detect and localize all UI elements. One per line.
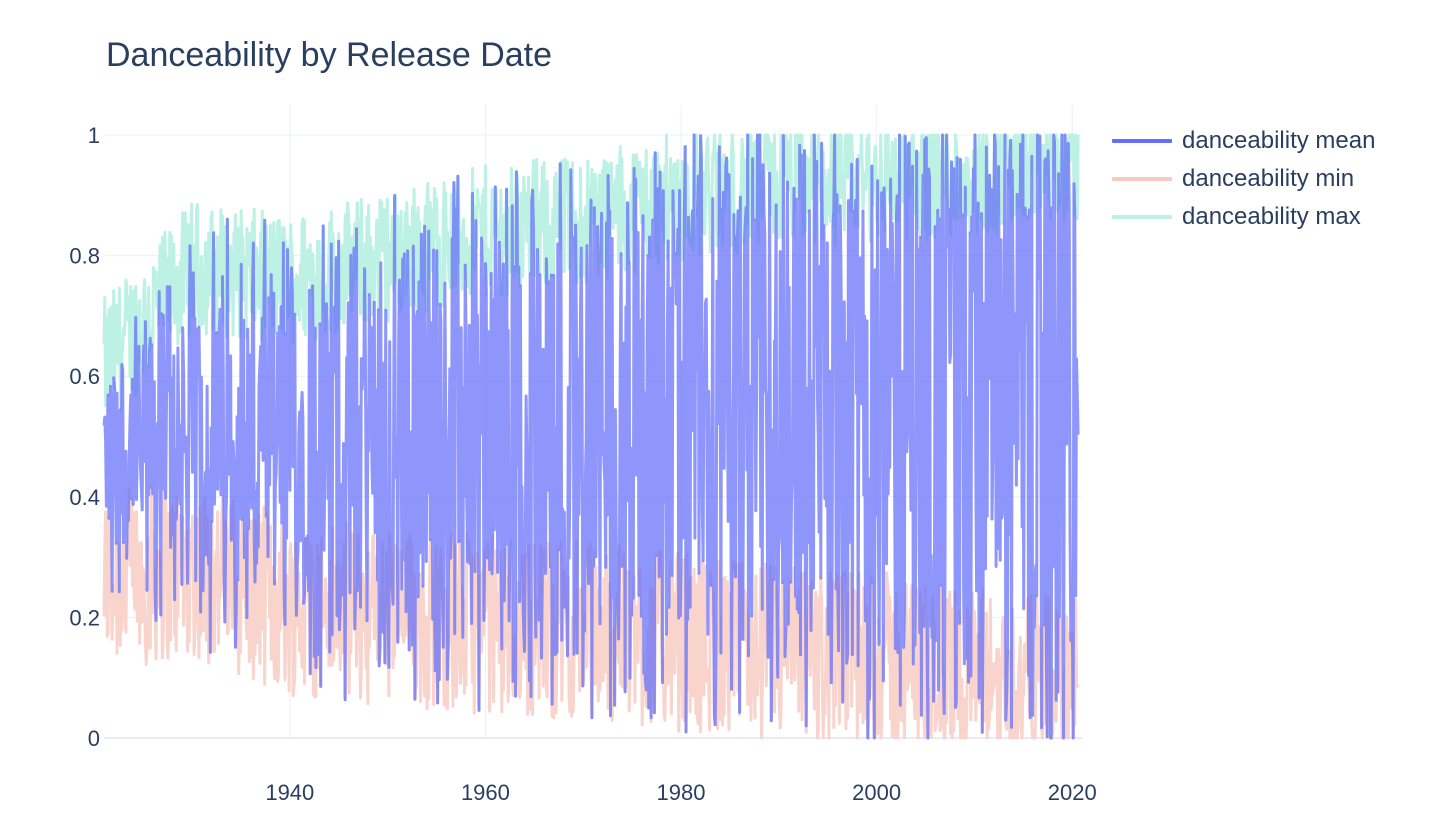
legend-swatch-min bbox=[1112, 177, 1172, 181]
y-tick-label: 0 bbox=[88, 726, 100, 751]
legend-item-mean[interactable]: danceability mean bbox=[1112, 122, 1375, 160]
legend-swatch-mean bbox=[1112, 139, 1172, 143]
y-axis-ticks: 0 0.2 0.4 0.6 0.8 1 bbox=[69, 123, 100, 751]
series-line-danceability-mean bbox=[102, 133, 1080, 740]
y-tick-label: 0.6 bbox=[69, 364, 100, 389]
x-axis-ticks: 1940 1960 1980 2000 2020 bbox=[265, 780, 1096, 805]
x-tick-label: 1980 bbox=[657, 780, 706, 805]
x-tick-label: 2020 bbox=[1048, 780, 1097, 805]
legend-label-mean: danceability mean bbox=[1182, 127, 1376, 154]
y-tick-label: 0.2 bbox=[69, 605, 100, 630]
legend-swatch-max bbox=[1112, 215, 1172, 219]
series-mean bbox=[102, 133, 1080, 740]
x-tick-label: 1940 bbox=[265, 780, 314, 805]
legend-item-max[interactable]: danceability max bbox=[1112, 198, 1375, 236]
y-tick-label: 0.4 bbox=[69, 485, 100, 510]
legend-item-min[interactable]: danceability min bbox=[1112, 160, 1375, 198]
x-tick-label: 2000 bbox=[852, 780, 901, 805]
legend: danceability mean danceability min dance… bbox=[1112, 122, 1375, 236]
y-tick-label: 1 bbox=[88, 123, 100, 148]
chart-title: Danceability by Release Date bbox=[106, 36, 553, 74]
y-tick-label: 0.8 bbox=[69, 244, 100, 269]
legend-label-min: danceability min bbox=[1182, 165, 1355, 192]
legend-label-max: danceability max bbox=[1182, 203, 1361, 230]
x-tick-label: 1960 bbox=[461, 780, 510, 805]
